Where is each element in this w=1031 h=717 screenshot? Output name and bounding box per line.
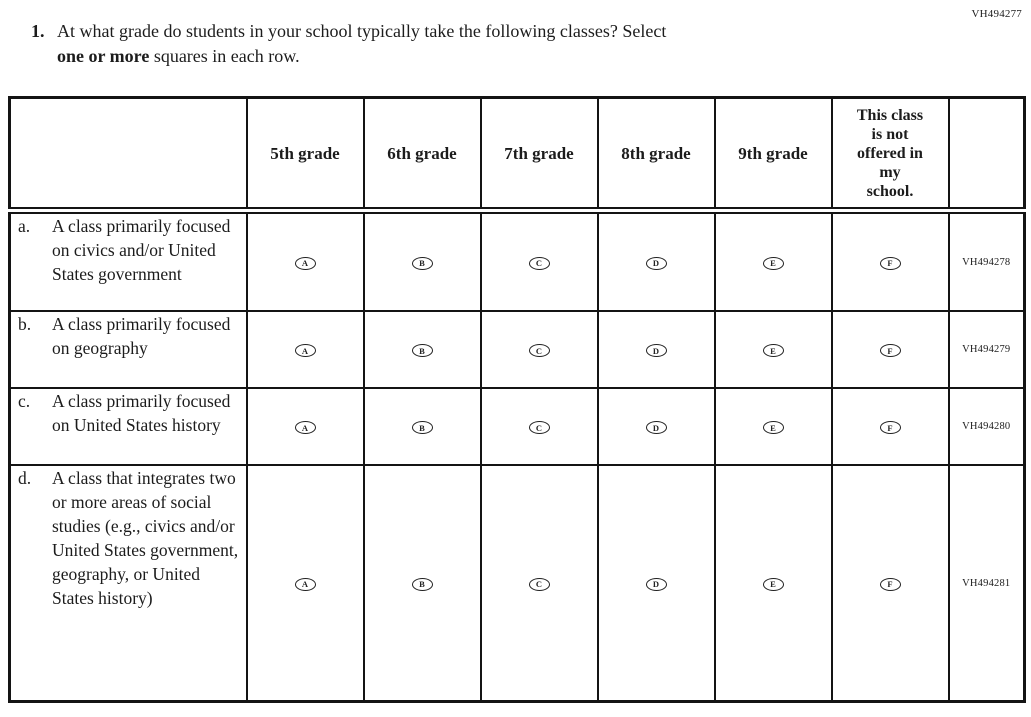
answer-bubble-e[interactable]: E: [762, 344, 784, 357]
answer-bubble-f[interactable]: F: [879, 577, 901, 591]
row-c-label: A class primarily focused on United Stat…: [52, 391, 231, 435]
row-a-label: A class primarily focused on civics and/…: [52, 216, 231, 284]
row-a-cell-6th: B: [362, 209, 482, 312]
answer-bubble-b[interactable]: B: [411, 421, 433, 434]
row-d-cell-6th: B: [362, 464, 482, 703]
header-5th-grade: 5th grade: [245, 96, 365, 214]
header-not-offered: This class is not offered in my school.: [830, 96, 950, 214]
answer-bubble-a[interactable]: A: [294, 577, 316, 591]
table-row-c: c. A class primarily focused on United S…: [8, 387, 1026, 466]
row-a-cell-5th: A: [245, 209, 365, 312]
answer-bubble-c[interactable]: C: [528, 256, 550, 270]
row-c-cell-not-offered: F: [830, 387, 950, 466]
row-d-cell-5th: A: [245, 464, 365, 703]
question-block: 1. At what grade do students in your sch…: [31, 19, 666, 69]
answer-bubble-f[interactable]: F: [879, 421, 901, 434]
table-row-d: d. A class that integrates two or more a…: [8, 464, 1026, 703]
row-c-cell-7th: C: [479, 387, 599, 466]
table-row-b: b. A class primarily focused on geograph…: [8, 310, 1026, 389]
answer-bubble-f[interactable]: F: [879, 344, 901, 357]
header-8th-grade: 8th grade: [596, 96, 716, 214]
row-b-cell-not-offered: F: [830, 310, 950, 389]
answer-bubble-c[interactable]: C: [528, 344, 550, 357]
header-row: 5th grade 6th grade 7th grade 8th grade …: [8, 96, 1026, 214]
row-a-cell-not-offered: F: [830, 209, 950, 312]
row-d-cell-8th: D: [596, 464, 716, 703]
row-c-code: VH494280: [947, 387, 1026, 466]
header-6th-grade: 6th grade: [362, 96, 482, 214]
row-d-label: A class that integrates two or more area…: [52, 468, 239, 608]
row-c-cell-6th: B: [362, 387, 482, 466]
row-c-letter: c.: [18, 391, 31, 411]
form-code: VH494277: [971, 8, 1022, 20]
answer-bubble-e[interactable]: E: [762, 256, 784, 270]
header-7th-grade: 7th grade: [479, 96, 599, 214]
row-b-letter: b.: [18, 314, 32, 334]
row-c-cell-8th: D: [596, 387, 716, 466]
row-d-cell-7th: C: [479, 464, 599, 703]
row-b-cell-8th: D: [596, 310, 716, 389]
answer-bubble-c[interactable]: C: [528, 577, 550, 591]
row-c-label-cell: c. A class primarily focused on United S…: [8, 387, 248, 466]
row-a-cell-7th: C: [479, 209, 599, 312]
answer-bubble-f[interactable]: F: [879, 256, 901, 270]
answer-bubble-d[interactable]: D: [645, 421, 667, 434]
row-b-cell-5th: A: [245, 310, 365, 389]
question-bold-phrase: one or more: [57, 46, 150, 66]
answer-bubble-a[interactable]: A: [294, 256, 316, 270]
answer-bubble-b[interactable]: B: [411, 344, 433, 357]
header-empty-code: [947, 96, 1026, 214]
answer-bubble-e[interactable]: E: [762, 421, 784, 434]
answer-bubble-b[interactable]: B: [411, 577, 433, 591]
row-b-cell-6th: B: [362, 310, 482, 389]
row-b-code: VH494279: [947, 310, 1026, 389]
row-d-label-cell: d. A class that integrates two or more a…: [8, 464, 248, 703]
row-d-code: VH494281: [947, 464, 1026, 703]
answer-bubble-d[interactable]: D: [645, 577, 667, 591]
grade-selection-table: 5th grade 6th grade 7th grade 8th grade …: [8, 96, 1026, 703]
answer-bubble-d[interactable]: D: [645, 344, 667, 357]
row-a-code: VH494278: [947, 209, 1026, 312]
row-b-label: A class primarily focused on geography: [52, 314, 231, 358]
row-d-cell-9th: E: [713, 464, 833, 703]
row-a-letter: a.: [18, 216, 31, 236]
header-9th-grade: 9th grade: [713, 96, 833, 214]
row-b-label-cell: b. A class primarily focused on geograph…: [8, 310, 248, 389]
question-text: At what grade do students in your school…: [57, 19, 666, 69]
question-text-line2: one or more squares in each row.: [57, 44, 666, 69]
answer-bubble-e[interactable]: E: [762, 577, 784, 591]
question-text-line1: At what grade do students in your school…: [57, 21, 667, 41]
row-a-cell-8th: D: [596, 209, 716, 312]
row-a-label-cell: a. A class primarily focused on civics a…: [8, 209, 248, 312]
row-b-cell-7th: C: [479, 310, 599, 389]
row-d-letter: d.: [18, 468, 32, 488]
answer-bubble-a[interactable]: A: [294, 344, 316, 357]
header-empty-label: [8, 96, 248, 214]
table-row-a: a. A class primarily focused on civics a…: [8, 209, 1026, 312]
answer-bubble-a[interactable]: A: [294, 421, 316, 434]
question-number: 1.: [31, 21, 45, 41]
row-b-cell-9th: E: [713, 310, 833, 389]
answer-bubble-d[interactable]: D: [645, 256, 667, 270]
row-a-cell-9th: E: [713, 209, 833, 312]
answer-bubble-b[interactable]: B: [411, 256, 433, 270]
row-c-cell-9th: E: [713, 387, 833, 466]
row-c-cell-5th: A: [245, 387, 365, 466]
question-line2-rest: squares in each row.: [149, 46, 300, 66]
answer-bubble-c[interactable]: C: [528, 421, 550, 434]
row-d-cell-not-offered: F: [830, 464, 950, 703]
